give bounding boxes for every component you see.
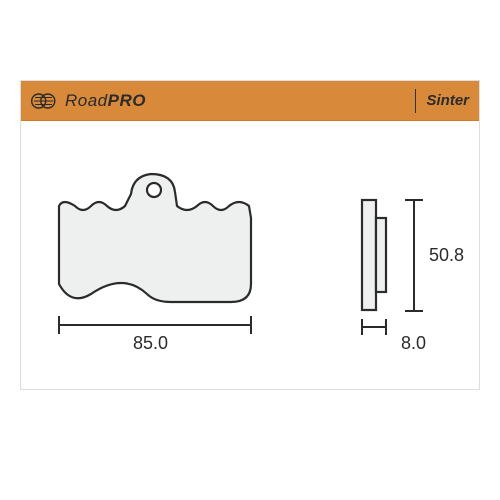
product-diagram-card: RoadPRO Sinter 85.0 50.8: [20, 80, 480, 390]
dim-thick-line: [361, 326, 387, 328]
header-divider: [415, 89, 416, 113]
dim-thick-label: 8.0: [401, 333, 426, 354]
dim-width-label: 85.0: [133, 333, 168, 354]
header-left: RoadPRO: [31, 90, 146, 112]
drawing-area: 85.0 50.8 8.0: [21, 121, 479, 391]
header-right: Sinter: [415, 89, 469, 113]
brand-suffix: PRO: [108, 91, 146, 110]
brand-name: RoadPRO: [65, 91, 146, 111]
brake-pad-front-view: [51, 166, 261, 316]
dim-width-line: [58, 324, 252, 326]
brand-prefix: Road: [65, 91, 108, 110]
dim-height-label: 50.8: [429, 245, 464, 266]
dim-height-line: [413, 199, 415, 312]
product-type-label: Sinter: [426, 92, 469, 109]
brake-pad-side-view: [356, 196, 396, 314]
brand-logo-icon: [31, 90, 59, 112]
header-bar: RoadPRO Sinter: [21, 81, 479, 121]
